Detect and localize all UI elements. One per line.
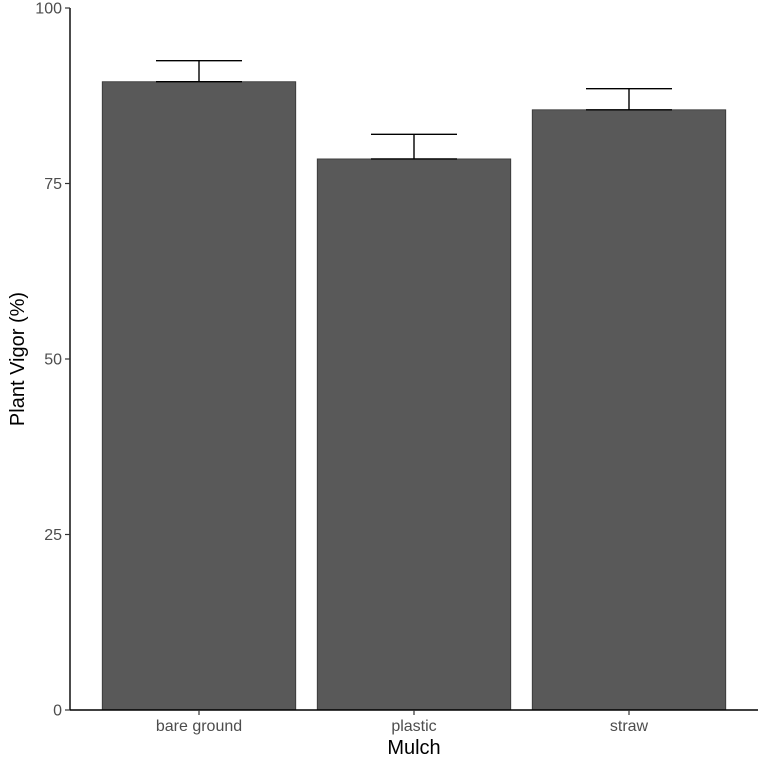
y-tick-label: 25 (44, 527, 62, 544)
y-tick-label: 100 (35, 1, 62, 18)
y-tick-label: 0 (53, 703, 62, 720)
x-ticks: bare ground plastic straw (156, 710, 649, 735)
y-axis-title: Plant Vigor (%) (7, 292, 29, 426)
x-tick-label: straw (610, 718, 649, 735)
x-tick-label: bare ground (156, 718, 242, 735)
y-tick-label: 75 (44, 176, 62, 193)
error-bar-bare-ground (156, 59, 242, 83)
error-bars-layer (156, 59, 672, 160)
x-axis-title: Mulch (387, 737, 440, 759)
error-bar-plastic (371, 133, 457, 160)
error-bar-straw (586, 88, 672, 111)
bars-layer (101, 81, 727, 711)
y-tick-label: 50 (44, 352, 62, 369)
x-tick-label: plastic (391, 718, 436, 735)
y-ticks: 0 25 50 75 100 (35, 1, 70, 720)
bar-straw (531, 109, 727, 711)
bar-bare-ground (101, 81, 297, 711)
bar-plastic (316, 158, 512, 711)
